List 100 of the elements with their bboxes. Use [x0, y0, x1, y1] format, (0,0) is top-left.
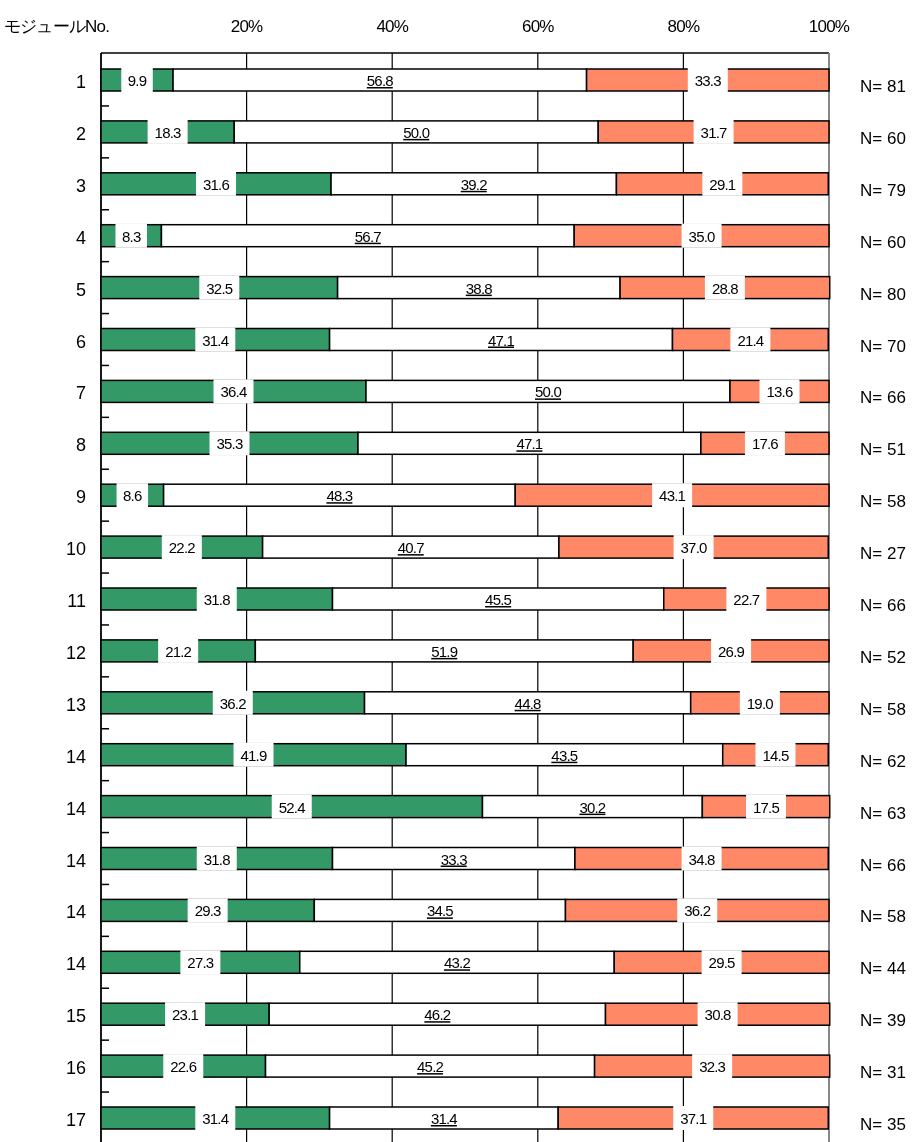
- data-label: 31.8: [203, 850, 231, 868]
- data-label: 47.1: [488, 331, 515, 349]
- data-label: 33.3: [440, 850, 468, 868]
- y-tick-label: 9: [75, 487, 86, 508]
- x-tick-label: 80%: [667, 17, 700, 36]
- data-label: 39.2: [460, 175, 488, 193]
- text: N= 58: [860, 907, 906, 927]
- data-label: 48.3: [326, 487, 353, 505]
- data-label: 43.5: [551, 746, 578, 764]
- data-label: 37.1: [680, 1110, 707, 1127]
- y-tick-label: 6: [75, 331, 86, 352]
- data-label: 21.4: [737, 331, 764, 349]
- data-label: 26.9: [718, 642, 745, 660]
- y-tick-label: 17: [65, 1110, 86, 1130]
- y-tick-label: 4: [75, 227, 86, 248]
- data-label: 29.5: [708, 954, 736, 972]
- data-label: 35.0: [688, 227, 716, 245]
- y-tick-label: 13: [65, 694, 86, 715]
- data-label: 31.4: [202, 1110, 229, 1127]
- text: N= 80: [860, 284, 906, 304]
- data-label: 22.7: [733, 591, 760, 608]
- y-tick-label: 11: [67, 591, 86, 611]
- text: N= 35: [860, 1115, 906, 1134]
- data-label: 29.1: [709, 175, 736, 193]
- data-label: 31.6: [203, 175, 230, 193]
- data-label: 40.7: [397, 539, 425, 557]
- y-tick-label: 14: [65, 850, 86, 871]
- data-label: 36.2: [684, 902, 711, 920]
- data-label: 38.8: [465, 279, 493, 297]
- data-label: 27.3: [187, 954, 214, 972]
- data-label: 47.1: [516, 435, 543, 453]
- data-label: 19.0: [746, 694, 774, 712]
- data-label: 41.9: [240, 746, 267, 764]
- text: N= 27: [860, 544, 906, 564]
- y-tick-label: 12: [65, 642, 86, 663]
- data-label: 18.3: [154, 123, 182, 141]
- y-tick-label: 8: [75, 435, 86, 456]
- text: N= 51: [860, 440, 906, 460]
- text: N= 31: [860, 1063, 906, 1083]
- data-label: 13.6: [766, 383, 793, 401]
- data-label: 28.8: [711, 279, 739, 297]
- data-label: 50.0: [403, 123, 430, 141]
- y-axis-title: モジュールNo.: [4, 17, 110, 36]
- y-tick-label: 14: [65, 902, 86, 923]
- text: N= 52: [860, 647, 906, 667]
- data-label: 31.4: [430, 1110, 458, 1127]
- data-label: 52.4: [278, 798, 306, 816]
- data-label: 9.9: [127, 72, 147, 89]
- data-label: 51.9: [431, 642, 458, 660]
- text: N= 81: [860, 77, 906, 96]
- data-label: 46.2: [424, 1006, 451, 1024]
- data-label: 22.2: [168, 539, 196, 557]
- data-label: 30.2: [579, 798, 606, 816]
- x-tick-label: 100%: [808, 17, 850, 36]
- data-label: 45.2: [417, 1058, 444, 1076]
- data-label: 34.5: [426, 902, 454, 920]
- text: N= 58: [860, 492, 906, 512]
- data-label: 14.5: [762, 746, 789, 764]
- data-label: 33.3: [694, 72, 722, 89]
- data-label: 36.2: [219, 694, 247, 712]
- data-label: 36.4: [220, 383, 247, 401]
- data-label: 31.4: [202, 331, 229, 349]
- data-label: 21.2: [165, 642, 192, 660]
- y-tick-label: 14: [65, 798, 86, 819]
- data-label: 23.1: [172, 1006, 199, 1024]
- data-label: 22.6: [170, 1058, 197, 1076]
- text: N= 70: [860, 336, 906, 356]
- data-label: 43.1: [659, 487, 686, 505]
- data-label: 50.0: [534, 383, 562, 401]
- data-label: 8.3: [121, 227, 141, 245]
- data-label: 32.5: [206, 279, 233, 297]
- data-label: 8.6: [123, 487, 142, 505]
- data-label: 45.5: [485, 591, 512, 608]
- data-label: 34.8: [688, 850, 716, 868]
- text: N= 58: [860, 699, 906, 719]
- text: N= 60: [860, 232, 906, 252]
- text: N= 63: [860, 803, 906, 823]
- text: N= 66: [860, 596, 906, 615]
- y-tick-label: 7: [75, 383, 86, 404]
- text: N= 62: [860, 751, 906, 771]
- data-label: 17.6: [751, 435, 779, 453]
- text: N= 39: [860, 1011, 906, 1031]
- x-tick-label: 40%: [376, 17, 409, 36]
- data-label: 31.7: [700, 123, 728, 141]
- data-label: 29.3: [194, 902, 222, 920]
- y-tick-label: 14: [65, 954, 86, 975]
- y-tick-label: 15: [65, 1006, 86, 1027]
- y-tick-label: 16: [65, 1058, 86, 1079]
- text: N= 66: [860, 855, 906, 875]
- y-tick-label: 10: [65, 539, 86, 560]
- text: N= 60: [860, 128, 906, 148]
- data-label: 17.5: [753, 798, 780, 816]
- y-tick-label: 3: [75, 175, 86, 196]
- data-label: 56.8: [366, 72, 394, 89]
- text: N= 79: [860, 180, 906, 200]
- text: N= 66: [860, 388, 906, 408]
- text: N= 44: [860, 959, 906, 979]
- data-label: 44.8: [514, 694, 542, 712]
- data-label: 35.3: [216, 435, 243, 453]
- data-label: 32.3: [699, 1058, 726, 1076]
